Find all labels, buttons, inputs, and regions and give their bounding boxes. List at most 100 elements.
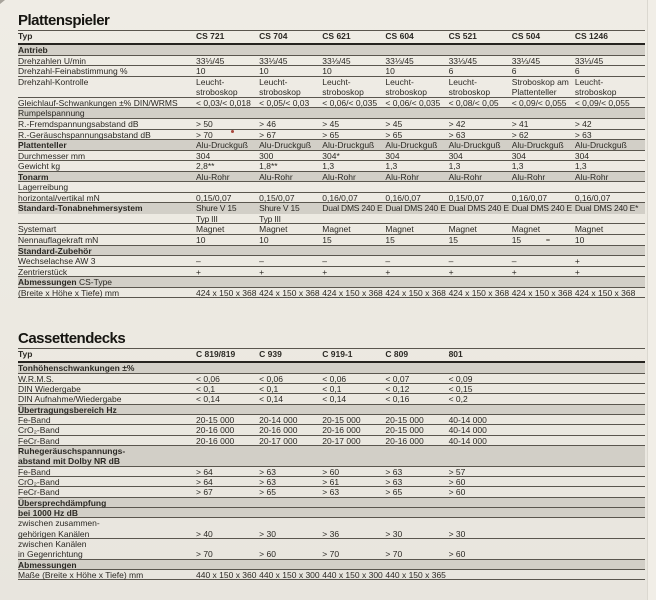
value-cell: < 0,12: [385, 384, 448, 394]
row-label: Maße (Breite x Höhe x Tiefe) mm: [18, 570, 196, 580]
value-line: Leucht-: [196, 76, 225, 87]
value-line: 1,3: [574, 161, 587, 172]
table-row: Systemart Magnet Magnet Magnet Magnet Magnet M…: [18, 224, 645, 236]
value-cell: 20-17 000: [259, 436, 322, 446]
value-cell: Dual DMS 240 E: [512, 203, 575, 223]
value-cell: 15: [512, 235, 575, 245]
row-label: zwischen zusammen-gehörigen Kanälen: [18, 518, 196, 538]
value-line: 440 x 150 x 360: [196, 570, 257, 581]
table-row: CrO₂-Band > 64 > 63 > 61 > 63 > 60: [18, 476, 645, 488]
table-row: Durchmesser mm 304 300 304* 304 304 304 304: [18, 151, 645, 162]
value-line: > 65: [259, 487, 276, 498]
cassettendecks-spec-table: Typ C 819/819 C 939 C 919-1 C 809 801 Tonhöhen…: [18, 348, 645, 581]
table-row: CrO₂-Band 20-16 000 20-16 000 20-16 000 20-1…: [18, 425, 645, 436]
value-line: > 63: [259, 476, 276, 487]
table-row: DIN Wiedergabe < 0,1 < 0,1 < 0,1 < 0,12 < 0,1…: [18, 384, 645, 395]
table-row: Ruhegeräuschspannungs-abstand mit Dolby …: [18, 445, 645, 467]
value-cell: < 0,05/< 0,03: [259, 98, 322, 108]
row-label-line: Abmessungen CS-Type: [18, 277, 196, 288]
row-label-line: Gewicht kg: [18, 161, 196, 172]
value-cell: Dual DMS 240 E: [385, 203, 448, 223]
value-cell: > 62: [512, 130, 575, 140]
column-header-typ: Typ: [18, 31, 196, 43]
value-cell: Alu-Rohr: [259, 172, 322, 182]
table-row: Plattenteller Alu-Druckguß Alu-Druckguß Alu…: [18, 140, 645, 151]
row-label-line: Standard-Zubehör: [18, 246, 196, 257]
table-row: horizontal/vertikal mN 0,15/0,07 0,15/0,07…: [18, 193, 645, 204]
value-cell: 1,3: [322, 161, 385, 171]
row-label: Systemart: [18, 224, 196, 234]
value-cell: > 64: [196, 467, 259, 477]
value-cell: Alu-Druckguß: [575, 140, 645, 150]
column-header-model: CS 1246: [575, 31, 645, 43]
value-line: +: [511, 266, 517, 277]
row-label-text: CrO₂-Band: [18, 476, 60, 487]
value-line: Alu-Rohr: [322, 171, 356, 182]
row-label: Drehzahl-Kontrolle: [18, 77, 196, 97]
row-label-text: DIN Aufnahme/Wiedergabe: [18, 394, 122, 405]
row-label-text: Gewicht kg: [18, 161, 61, 172]
table-row: (Breite x Höhe x Tiefe) mm 424 x 150 x 36…: [18, 288, 645, 299]
value-cell: 33⅓/45: [449, 56, 512, 66]
row-label-line: Tonhöhenschwankungen ±%: [18, 363, 196, 373]
table-row: bei 1000 Hz dB: [18, 508, 645, 519]
value-line: [385, 518, 448, 528]
value-line: > 42: [574, 119, 592, 130]
value-line: > 65: [322, 129, 340, 140]
value-line: Alu-Rohr: [511, 171, 546, 182]
value-cell: –: [259, 256, 322, 266]
value-line: [449, 518, 645, 528]
row-label: Fe-Band: [18, 415, 196, 425]
value-cell: Alu-Rohr: [512, 172, 575, 182]
value-line2: stroboskop: [196, 87, 238, 98]
row-label-line: Lagerreibung: [18, 182, 196, 193]
value-cell: 1,3: [575, 161, 645, 171]
value-line: 304: [511, 150, 526, 161]
value-line: > 62: [511, 129, 529, 140]
value-line: 10: [574, 235, 585, 246]
value-cell: > 45: [322, 119, 385, 129]
value-line: 33⅓/45: [385, 55, 414, 66]
value-line: 424 x 150 x 368: [574, 287, 636, 298]
value-cell: < 0,06: [259, 374, 322, 384]
value-line: < 0,2: [448, 394, 468, 405]
value-line: 10: [385, 66, 395, 77]
value-line: +: [259, 266, 265, 277]
value-cell: Leucht-stroboskop: [196, 76, 259, 98]
row-label-line: zwischen zusammen-: [18, 518, 196, 528]
value-line: 10: [259, 66, 269, 77]
table-row: Tonarm Alu-Rohr Alu-Rohr Alu-Rohr Alu-Rohr Al…: [18, 171, 645, 183]
value-line: 20-16 000: [196, 435, 235, 446]
row-label-text: R.-Geräuschspannungsabstand dB: [18, 129, 151, 140]
value-cell: < 0,06: [196, 374, 259, 384]
value-line: Alu-Druckguß: [511, 140, 564, 151]
value-line: 424 x 150 x 368: [259, 287, 320, 298]
value-cell: Magnet: [449, 224, 512, 234]
value-line: –: [196, 256, 201, 267]
value-cell: 10: [259, 66, 322, 76]
column-header-label: Typ: [18, 348, 33, 359]
value-line: 33⅓/45: [322, 55, 351, 66]
value-cell: 10: [259, 235, 322, 245]
table-row: Fe-Band > 64 > 63 > 60 > 63 > 57: [18, 467, 645, 477]
column-header-model-label: 801: [448, 348, 463, 359]
value-cell: > 60: [449, 539, 645, 559]
value-cell: 20-16 000: [259, 425, 322, 435]
row-label-line: FeCr-Band: [18, 487, 196, 497]
value-line: > 63: [574, 129, 592, 140]
value-line2: > 70: [385, 549, 403, 560]
value-line: < 0,06: [322, 373, 347, 384]
value-line: +: [574, 256, 580, 267]
value-line: < 0,14: [196, 394, 220, 405]
value-cell: > 63: [322, 487, 385, 497]
row-label-line: zwischen Kanälen: [18, 539, 196, 549]
value-cell: > 30: [385, 518, 448, 539]
value-cell: –: [196, 256, 259, 266]
row-label-line: R.-Geräuschspannungsabstand dB: [18, 130, 196, 141]
row-label: Zentrierstück: [18, 267, 196, 277]
value-line: +: [196, 266, 201, 277]
value-line2: > 30: [448, 528, 466, 539]
page-edge-shadow: [647, 0, 656, 600]
row-label-line: Plattenteller: [18, 140, 196, 151]
row-label-text: Übertragungsbereich Hz: [18, 404, 117, 415]
